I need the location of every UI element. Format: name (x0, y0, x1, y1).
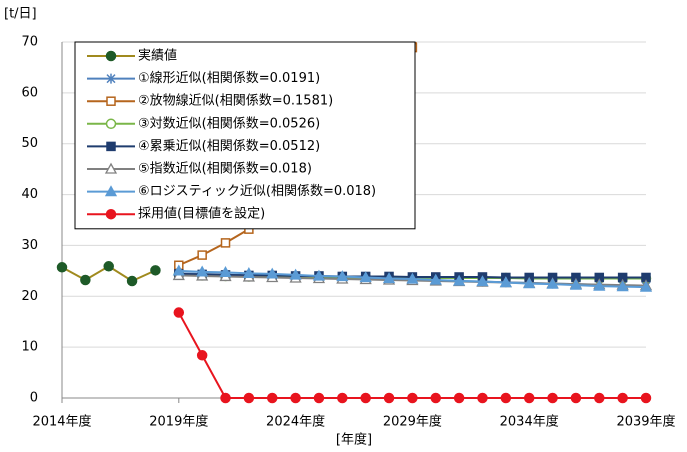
marker (196, 265, 209, 277)
marker (289, 268, 302, 280)
marker (570, 392, 582, 404)
y-axis-label: [t/日] (4, 7, 37, 22)
marker (453, 274, 466, 286)
x-axis-label: [年度] (336, 432, 372, 448)
marker (547, 392, 558, 404)
marker (266, 267, 279, 279)
marker (313, 392, 325, 404)
marker (336, 270, 349, 282)
marker (173, 307, 185, 318)
marker (430, 392, 442, 404)
marker (104, 185, 118, 197)
marker (359, 271, 372, 283)
y-tick-label: 20 (21, 289, 38, 304)
legend: 実績値 ①線形近似(相関係数=0.0191) ②放物線近似(相関係数=0.1581)… (74, 41, 416, 230)
marker (106, 141, 116, 152)
legend-label: ②放物線近似(相関係数=0.1581) (138, 93, 333, 109)
series-line (177, 312, 646, 399)
marker (312, 269, 326, 281)
marker (616, 280, 629, 292)
marker (617, 392, 628, 404)
marker (266, 392, 278, 404)
marker (104, 162, 118, 174)
marker (243, 392, 255, 404)
x-tick-label: 2039年度 (616, 414, 675, 430)
marker (406, 272, 419, 284)
marker (172, 264, 185, 276)
legend-label: 採用値(目標値を設定) (138, 206, 265, 222)
marker (360, 392, 371, 404)
marker (407, 392, 418, 404)
y-tick-label: 40 (21, 187, 38, 202)
x-tick-label: 2034年度 (500, 414, 559, 430)
marker (500, 392, 512, 404)
marker (337, 392, 348, 404)
marker (126, 275, 138, 287)
x-tick-label: 2029年度 (383, 414, 442, 430)
legend-label: 実績値 (138, 48, 177, 64)
marker (477, 392, 488, 404)
marker (639, 280, 653, 292)
marker (105, 50, 117, 62)
marker (453, 392, 465, 404)
marker (106, 73, 116, 84)
legend-label: ④累乗近似(相関係数=0.0512) (138, 139, 320, 154)
marker (220, 392, 231, 404)
y-tick-label: 70 (21, 35, 38, 50)
y-tick-label: 30 (21, 238, 38, 253)
marker (80, 274, 91, 286)
marker (432, 5, 440, 13)
y-tick-label: 60 (21, 85, 38, 100)
y-tick-label: 10 (21, 340, 38, 355)
marker (105, 118, 117, 130)
legend-label: ③対数近似(相関係数=0.0526) (138, 116, 320, 131)
marker (56, 262, 68, 273)
y-tick-label: 0 (30, 391, 38, 406)
y-tick-label: 50 (21, 136, 38, 151)
x-tick-label: 2019年度 (149, 414, 208, 430)
legend-label: ⑤指数近似(相関係数=0.018) (138, 162, 312, 177)
marker (429, 273, 442, 285)
marker (546, 277, 559, 289)
x-tick-label: 2024年度 (266, 414, 325, 430)
legend-box (74, 41, 416, 230)
legend-label: ①線形近似(相関係数=0.0191) (138, 70, 320, 86)
marker (220, 238, 231, 248)
marker (242, 267, 255, 279)
marker (523, 392, 535, 404)
marker (290, 392, 301, 404)
marker (103, 261, 114, 272)
marker (382, 272, 396, 284)
marker (219, 266, 232, 278)
marker (383, 392, 395, 404)
marker (105, 208, 117, 220)
x-tick-label: 2014年度 (32, 414, 91, 430)
marker (499, 276, 512, 288)
marker (106, 96, 116, 106)
marker (594, 392, 605, 404)
marker (569, 278, 583, 290)
legend-label: ⑥ロジスティック近似(相関係数=0.018) (138, 184, 376, 199)
marker (476, 275, 489, 287)
marker (197, 250, 207, 260)
marker (150, 265, 161, 276)
marker (523, 277, 536, 289)
marker (593, 279, 606, 291)
marker (640, 392, 652, 404)
marker (196, 350, 208, 361)
